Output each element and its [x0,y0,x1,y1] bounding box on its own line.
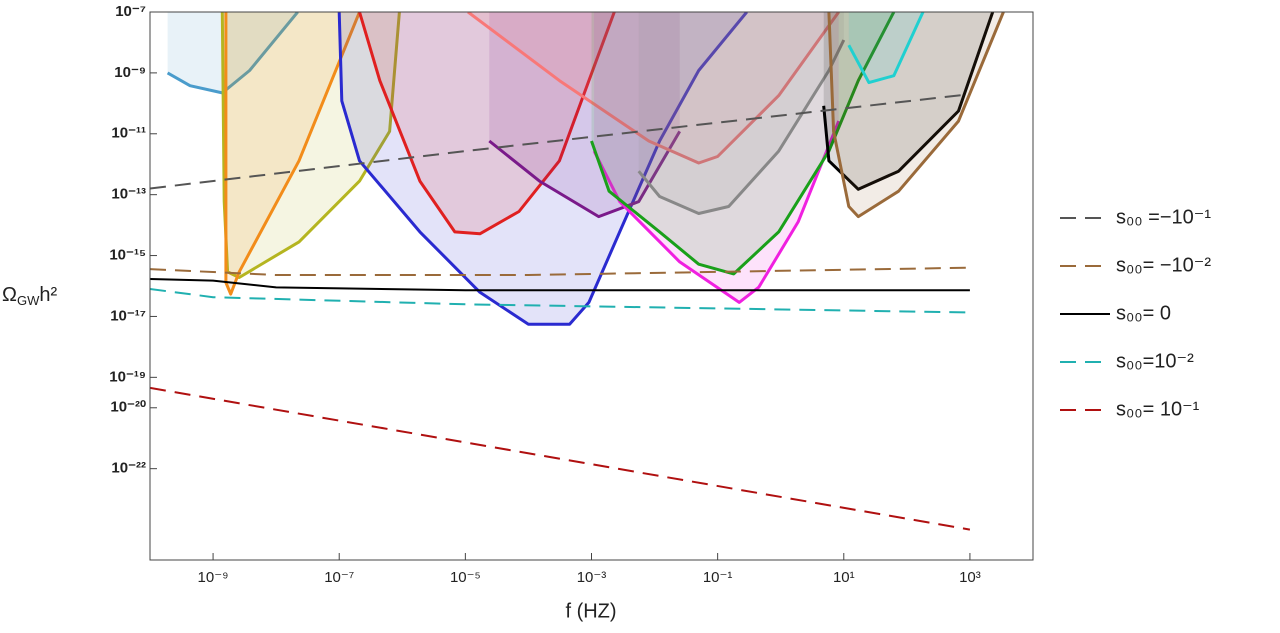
legend-label: s₀₀= 0 [1116,302,1171,324]
y-label-symbol: Ω [2,284,17,306]
x-tick-label: 10⁻¹ [703,569,733,586]
sensitivity-region [359,12,615,234]
series-line [150,266,970,276]
y-tick-label: 10⁻¹⁷ [110,307,146,324]
y-tick-label: 10⁻¹⁹ [109,368,146,385]
sensitivity-curve [467,12,840,165]
sensitivity-region [339,12,747,325]
plot-area [150,12,1005,531]
sensitivity-curve [827,12,1005,219]
sensitivity-curve [822,12,995,191]
sensitivity-region [167,12,298,93]
y-axis-label: ΩGWh² [2,284,57,308]
series-line [150,288,970,314]
series-line [150,278,970,292]
legend-label: s₀₀=10⁻² [1116,350,1194,372]
y-tick-label: 10⁻¹⁵ [109,247,146,264]
sensitivity-region [225,12,360,295]
series-line [150,386,971,531]
sensitivity-region [591,12,894,274]
y-tick-label: 10⁻¹¹ [111,125,146,142]
sensitivity-curve [637,39,846,215]
y-label-subscript: GW [17,293,40,308]
x-tick-label: 10⁻³ [577,569,607,586]
sensitivity-curve [358,12,616,236]
y-tick-label: 10⁻²⁰ [110,399,146,416]
series-line [150,93,971,190]
sensitivity-region [638,12,844,214]
sensitivity-region [468,12,839,163]
x-tick-label: 10¹ [833,569,855,586]
y-tick-label: 10⁻¹³ [111,186,146,203]
x-tick-label: 10⁻⁷ [324,569,354,586]
x-tick-label: 10³ [959,569,981,586]
sensitivity-region [848,12,923,83]
y-tick-label: 10⁻²² [111,460,146,477]
sensitivity-curve [590,12,896,276]
sensitivity-curve [337,12,748,326]
y-label-rest: h² [39,284,57,306]
sensitivity-curve [847,12,925,85]
y-tick-label: 10⁻⁹ [114,64,146,81]
x-tick-label: 10⁻⁵ [450,569,481,586]
sensitivity-region [222,12,400,278]
legend-label: s₀₀ =−10⁻¹ [1116,206,1211,228]
y-tick-label: 10⁻⁷ [115,3,146,20]
x-tick-label: 10⁻⁹ [198,569,229,586]
x-axis-label: f (HZ) [565,600,616,622]
legend-label: s₀₀= −10⁻² [1116,254,1211,276]
sensitivity-curve [488,130,681,219]
legend-label: s₀₀= 10⁻¹ [1116,398,1200,420]
sensitivity-region [828,12,1004,217]
